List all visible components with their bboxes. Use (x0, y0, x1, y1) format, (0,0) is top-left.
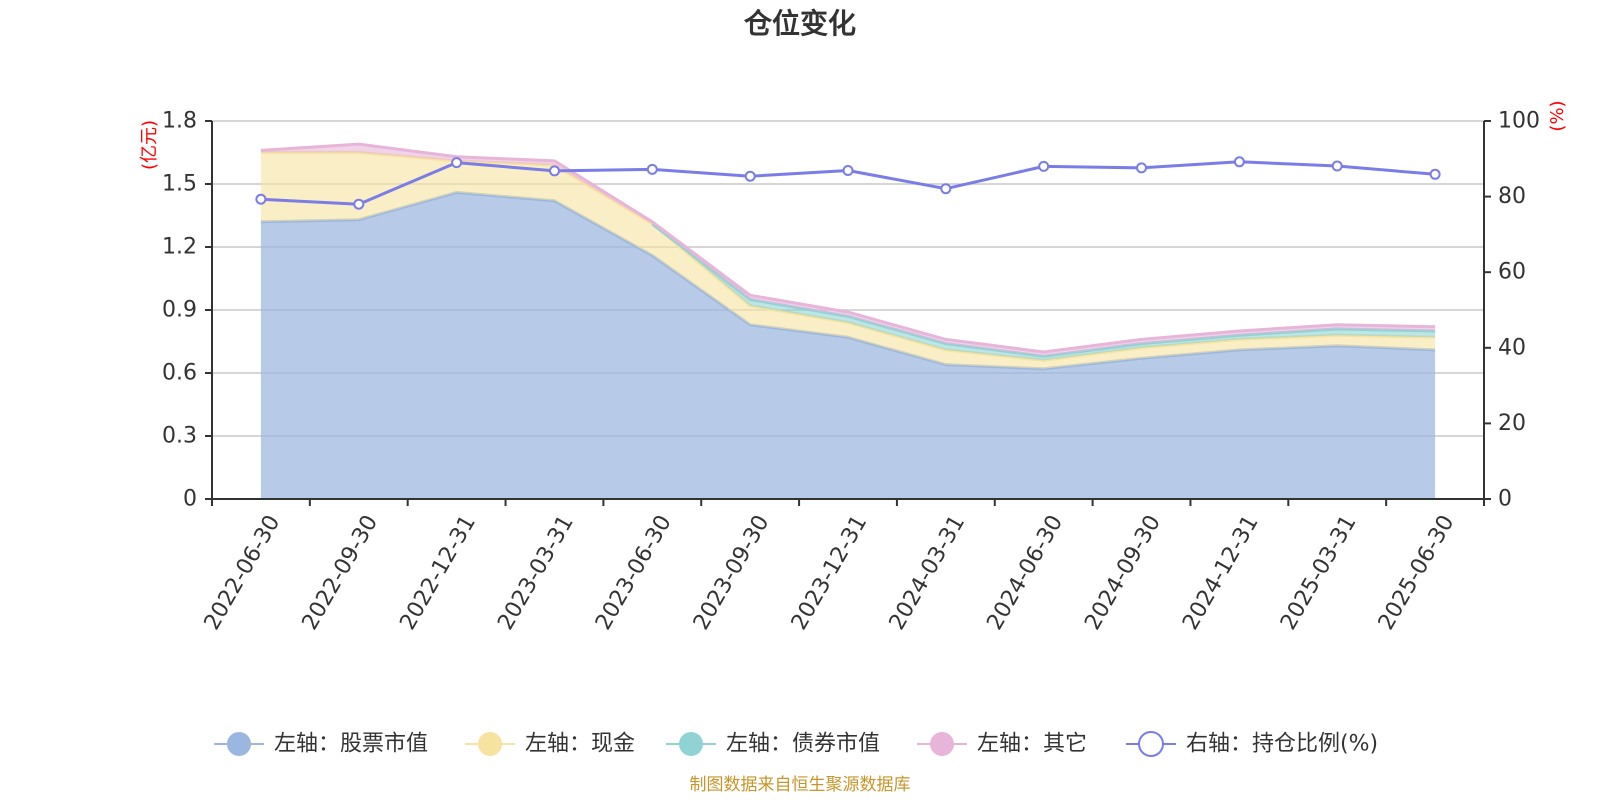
x-tick-label: 2023-12-31 (787, 511, 873, 634)
legend-marker-hollow (1138, 731, 1164, 757)
x-tick-label: 2023-06-30 (591, 511, 677, 634)
area-edge-3 (260, 142, 1436, 354)
right-tick-label: 20 (1498, 411, 1526, 436)
x-tick-label: 2022-06-30 (200, 511, 286, 634)
legend-item: 右轴：持仓比例(%) (1126, 731, 1378, 757)
ratio-point (1038, 160, 1050, 172)
ratio-point (1429, 168, 1441, 180)
left-tick-label: 0.9 (162, 298, 197, 323)
legend-marker (679, 732, 703, 756)
x-tick-label: 2022-09-30 (298, 511, 384, 634)
right-tick-label: 0 (1498, 487, 1512, 512)
area-band-1 (260, 152, 1436, 369)
legend-label: 左轴：股票市值 (274, 732, 428, 757)
x-tick-label: 2024-03-31 (885, 511, 971, 634)
x-tick-label: 2025-06-30 (1374, 511, 1460, 634)
legend: 左轴：股票市值 左轴：现金 左轴：债券市值 左轴：其它 右轴：持仓比例(%) (214, 731, 1378, 757)
ratio-point (646, 163, 658, 175)
ratio-point (353, 198, 365, 210)
legend-item: 左轴：其它 (917, 732, 1087, 757)
legend-item: 左轴：债券市值 (666, 732, 880, 757)
right-tick-label: 40 (1498, 335, 1526, 360)
left-tick-label: 0.6 (162, 361, 197, 386)
left-tick-label: 1.5 (162, 172, 197, 197)
stacked-areas (260, 142, 1436, 499)
ratio-point (255, 193, 267, 205)
left-tick-label: 1.8 (162, 109, 197, 134)
area-band-0 (260, 192, 1436, 499)
legend-label: 左轴：现金 (525, 732, 635, 757)
x-tick-label: 2022-12-31 (395, 511, 481, 634)
x-tick-label: 2023-03-31 (493, 511, 579, 634)
right-axis-unit-label: (%) (1547, 100, 1568, 131)
x-tick-label: 2023-09-30 (689, 511, 775, 634)
ratio-point (1136, 162, 1147, 174)
legend-marker (227, 732, 251, 756)
legend-label: 右轴：持仓比例(%) (1186, 732, 1378, 757)
ratio-point (1233, 156, 1245, 168)
area-band-3 (260, 144, 1436, 357)
ratio-point (744, 170, 756, 182)
chart-title: 仓位变化 (744, 7, 856, 40)
legend-marker (930, 732, 954, 756)
left-tick-label: 0.3 (162, 424, 197, 449)
left-tick-label: 1.2 (162, 235, 197, 260)
right-tick-label: 80 (1498, 184, 1526, 209)
ratio-point (842, 165, 854, 176)
data-source-note: 制图数据来自恒生聚源数据库 (690, 775, 911, 795)
area-band-2 (260, 152, 1436, 361)
legend-item: 左轴：现金 (465, 732, 635, 757)
x-tick-label: 2025-03-31 (1276, 511, 1362, 634)
legend-marker (478, 732, 502, 756)
ratio-point (549, 165, 560, 177)
legend-label: 左轴：其它 (977, 732, 1087, 757)
right-tick-label: 100 (1498, 109, 1540, 134)
ratio-point (940, 183, 952, 195)
right-tick-label: 60 (1498, 260, 1526, 285)
x-tick-label: 2024-09-30 (1080, 511, 1166, 634)
ratio-point (451, 157, 463, 169)
left-tick-label: 0 (183, 487, 197, 512)
x-tick-label: 2024-12-31 (1178, 511, 1264, 634)
ratio-line (255, 156, 1441, 210)
left-axis-unit-label: (亿元) (139, 120, 160, 170)
x-tick-label: 2024-06-30 (982, 511, 1068, 634)
legend-item: 左轴：股票市值 (214, 732, 428, 757)
ratio-point (1331, 160, 1343, 172)
legend-label: 左轴：债券市值 (726, 732, 880, 757)
